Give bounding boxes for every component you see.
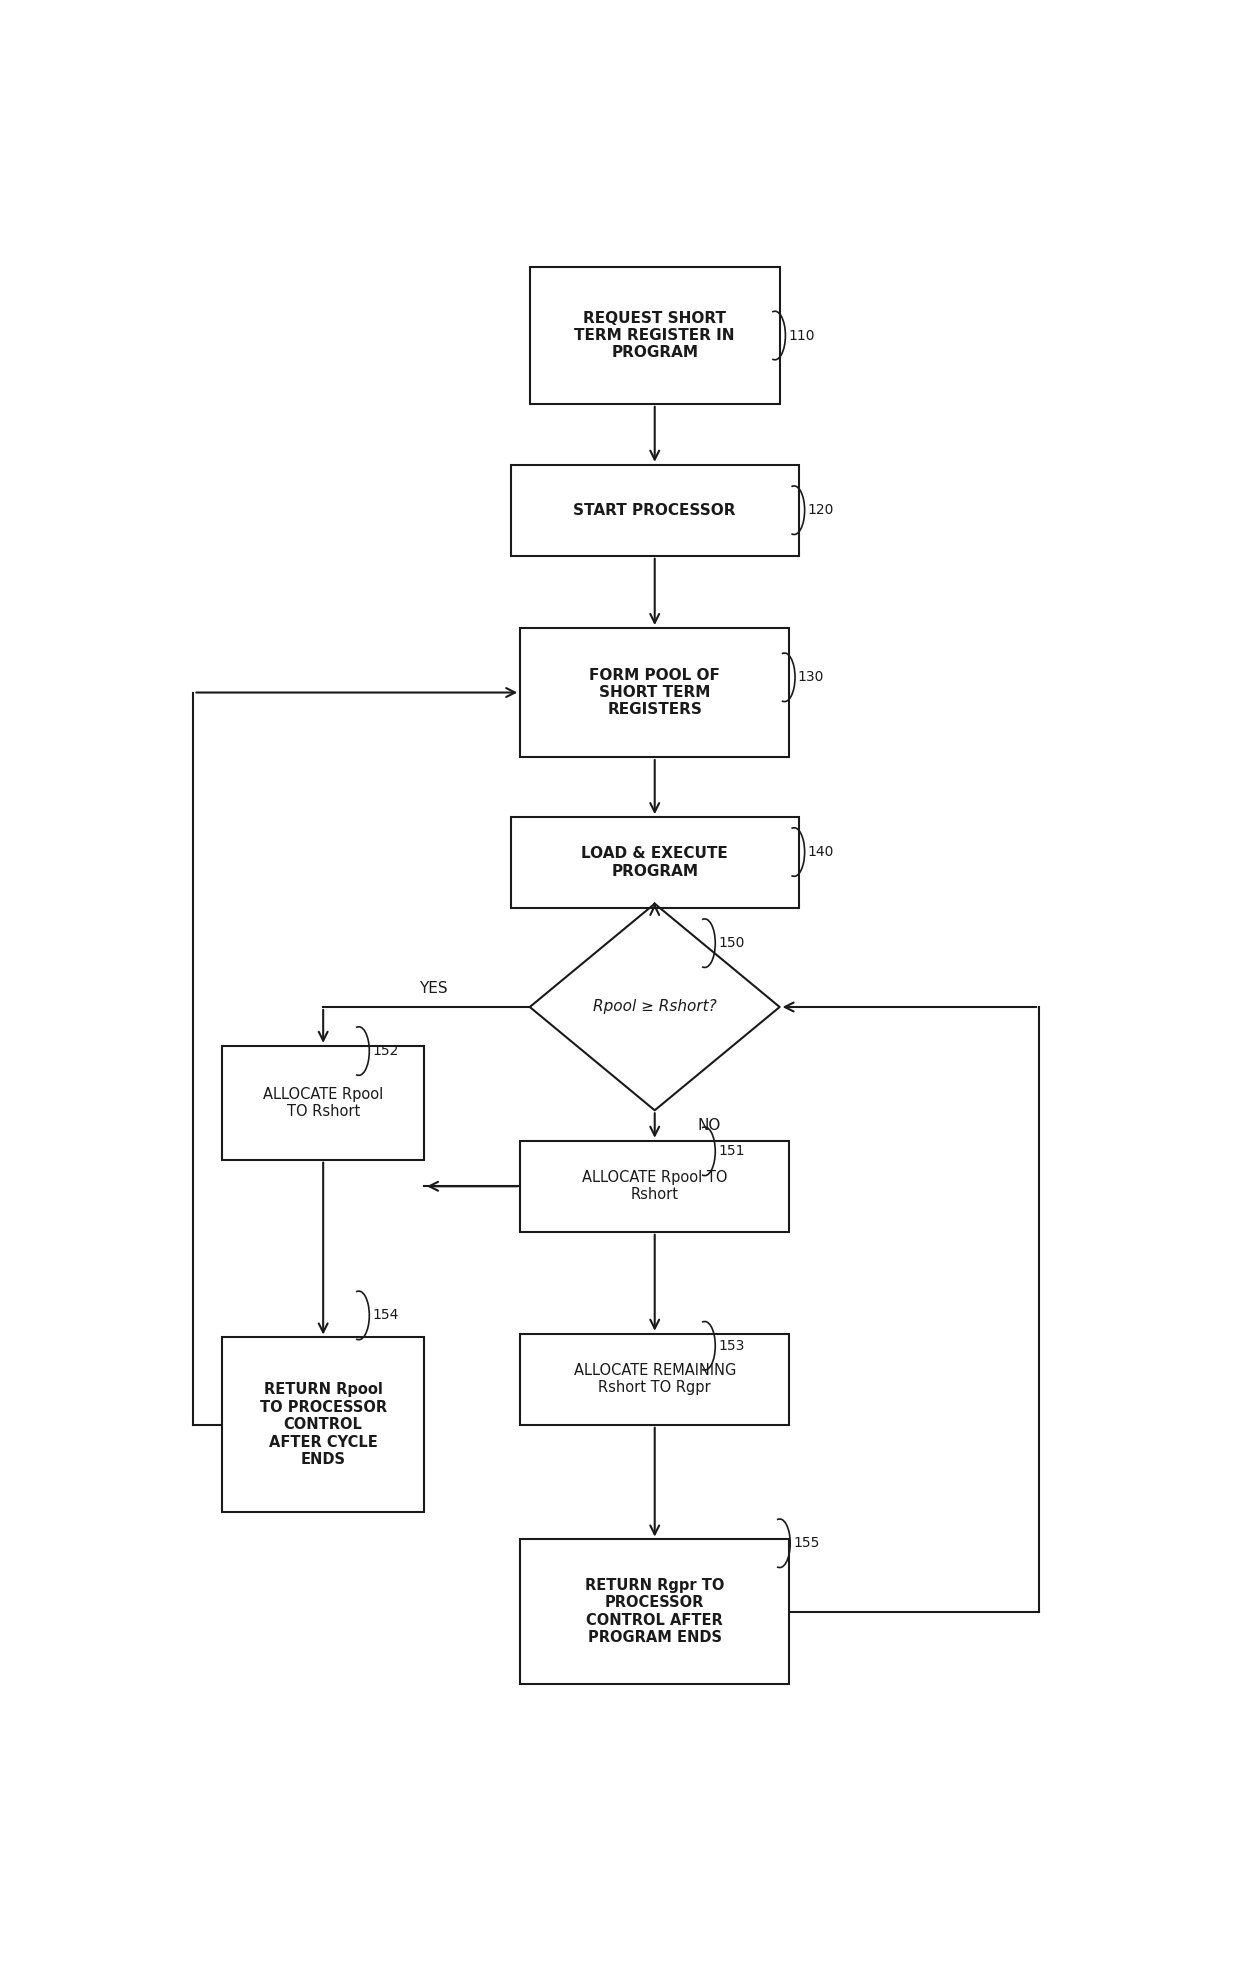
Bar [511, 817, 799, 908]
Text: 152: 152 [372, 1044, 398, 1058]
Bar [222, 1046, 424, 1160]
Text: 153: 153 [718, 1340, 744, 1353]
Text: ALLOCATE Rpool
TO Rshort: ALLOCATE Rpool TO Rshort [263, 1087, 383, 1119]
Text: 120: 120 [807, 503, 833, 517]
Bar [529, 266, 780, 404]
Text: 154: 154 [372, 1308, 398, 1322]
Text: 150: 150 [718, 937, 744, 951]
Bar [521, 1334, 790, 1425]
Text: 140: 140 [807, 844, 833, 858]
Bar [521, 1140, 790, 1231]
Text: Rpool ≥ Rshort?: Rpool ≥ Rshort? [593, 1000, 717, 1014]
Text: NO: NO [698, 1119, 722, 1133]
Text: RETURN Rgpr TO
PROCESSOR
CONTROL AFTER
PROGRAM ENDS: RETURN Rgpr TO PROCESSOR CONTROL AFTER P… [585, 1578, 724, 1645]
Text: 151: 151 [718, 1144, 745, 1158]
Text: ALLOCATE REMAINING
Rshort TO Rgpr: ALLOCATE REMAINING Rshort TO Rgpr [574, 1363, 735, 1395]
Text: 110: 110 [789, 329, 815, 343]
Text: ALLOCATE Rpool TO
Rshort: ALLOCATE Rpool TO Rshort [582, 1170, 728, 1202]
Text: 155: 155 [794, 1537, 820, 1551]
Text: REQUEST SHORT
TERM REGISTER IN
PROGRAM: REQUEST SHORT TERM REGISTER IN PROGRAM [574, 310, 735, 361]
Bar [521, 627, 790, 758]
Text: START PROCESSOR: START PROCESSOR [573, 503, 737, 517]
Text: RETURN Rpool
TO PROCESSOR
CONTROL
AFTER CYCLE
ENDS: RETURN Rpool TO PROCESSOR CONTROL AFTER … [259, 1383, 387, 1468]
Bar [521, 1539, 790, 1683]
Text: YES: YES [419, 981, 448, 996]
Text: 130: 130 [797, 671, 825, 685]
Text: FORM POOL OF
SHORT TERM
REGISTERS: FORM POOL OF SHORT TERM REGISTERS [589, 667, 720, 718]
Bar [511, 466, 799, 556]
Polygon shape [529, 904, 780, 1111]
Bar [222, 1338, 424, 1511]
Text: LOAD & EXECUTE
PROGRAM: LOAD & EXECUTE PROGRAM [582, 846, 728, 878]
